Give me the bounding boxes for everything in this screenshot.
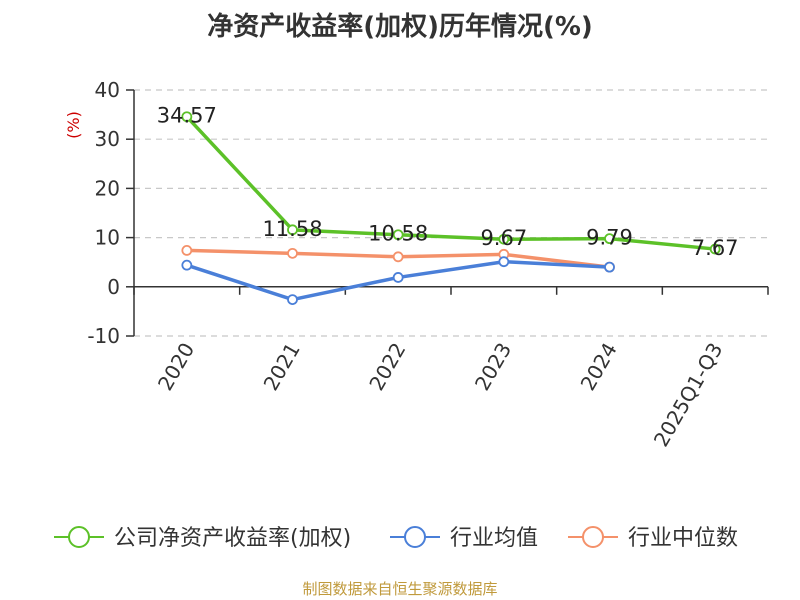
data-label: 11.58: [262, 217, 322, 241]
y-tick-label: 30: [95, 127, 120, 151]
source-note: 制图数据来自恒生聚源数据库: [302, 580, 498, 598]
data-label: 34.57: [157, 104, 217, 128]
x-tick-label: 2021: [259, 339, 305, 395]
x-tick-label: 2024: [576, 339, 622, 395]
data-point: [392, 251, 404, 263]
x-tick-label: 2022: [364, 339, 410, 395]
data-label: 9.67: [480, 226, 527, 250]
legend-swatch-marker: [404, 526, 426, 548]
y-tick-label: 20: [95, 176, 120, 200]
chart-title: 净资产收益率(加权)历年情况(%): [207, 12, 593, 42]
y-tick-label: 10: [95, 226, 120, 250]
y-tick-label: 40: [95, 78, 120, 102]
data-point: [287, 224, 298, 236]
data-point: [392, 229, 404, 241]
data-point: [181, 111, 193, 123]
data-point: [181, 244, 193, 256]
y-tick-label: 0: [107, 275, 120, 299]
legend-swatch-marker: [68, 526, 90, 548]
legend-label: 公司净资产收益率(加权): [114, 526, 351, 551]
data-point: [604, 261, 615, 273]
data-label: 10.58: [368, 222, 428, 246]
data-point: [604, 233, 615, 245]
data-point: [181, 259, 193, 271]
x-tick-label: 2023: [470, 339, 516, 395]
x-tick-label: 2025Q1-Q3: [649, 339, 728, 451]
data-point: [498, 233, 510, 245]
data-label: 9.79: [586, 226, 633, 250]
legend-label: 行业中位数: [628, 526, 738, 551]
series-line-0: [185, 114, 717, 251]
data-point: [287, 247, 298, 259]
legend-swatch-marker: [582, 526, 604, 548]
data-point: [709, 243, 721, 255]
data-point: [498, 256, 510, 268]
x-tick-label: 2020: [153, 339, 199, 395]
legend-label: 行业均值: [450, 526, 538, 551]
data-label: 7.67: [692, 236, 739, 260]
y-axis-unit-label: (%): [64, 111, 83, 139]
data-point: [392, 272, 404, 283]
data-point: [287, 294, 298, 305]
y-tick-label: -10: [87, 324, 120, 348]
